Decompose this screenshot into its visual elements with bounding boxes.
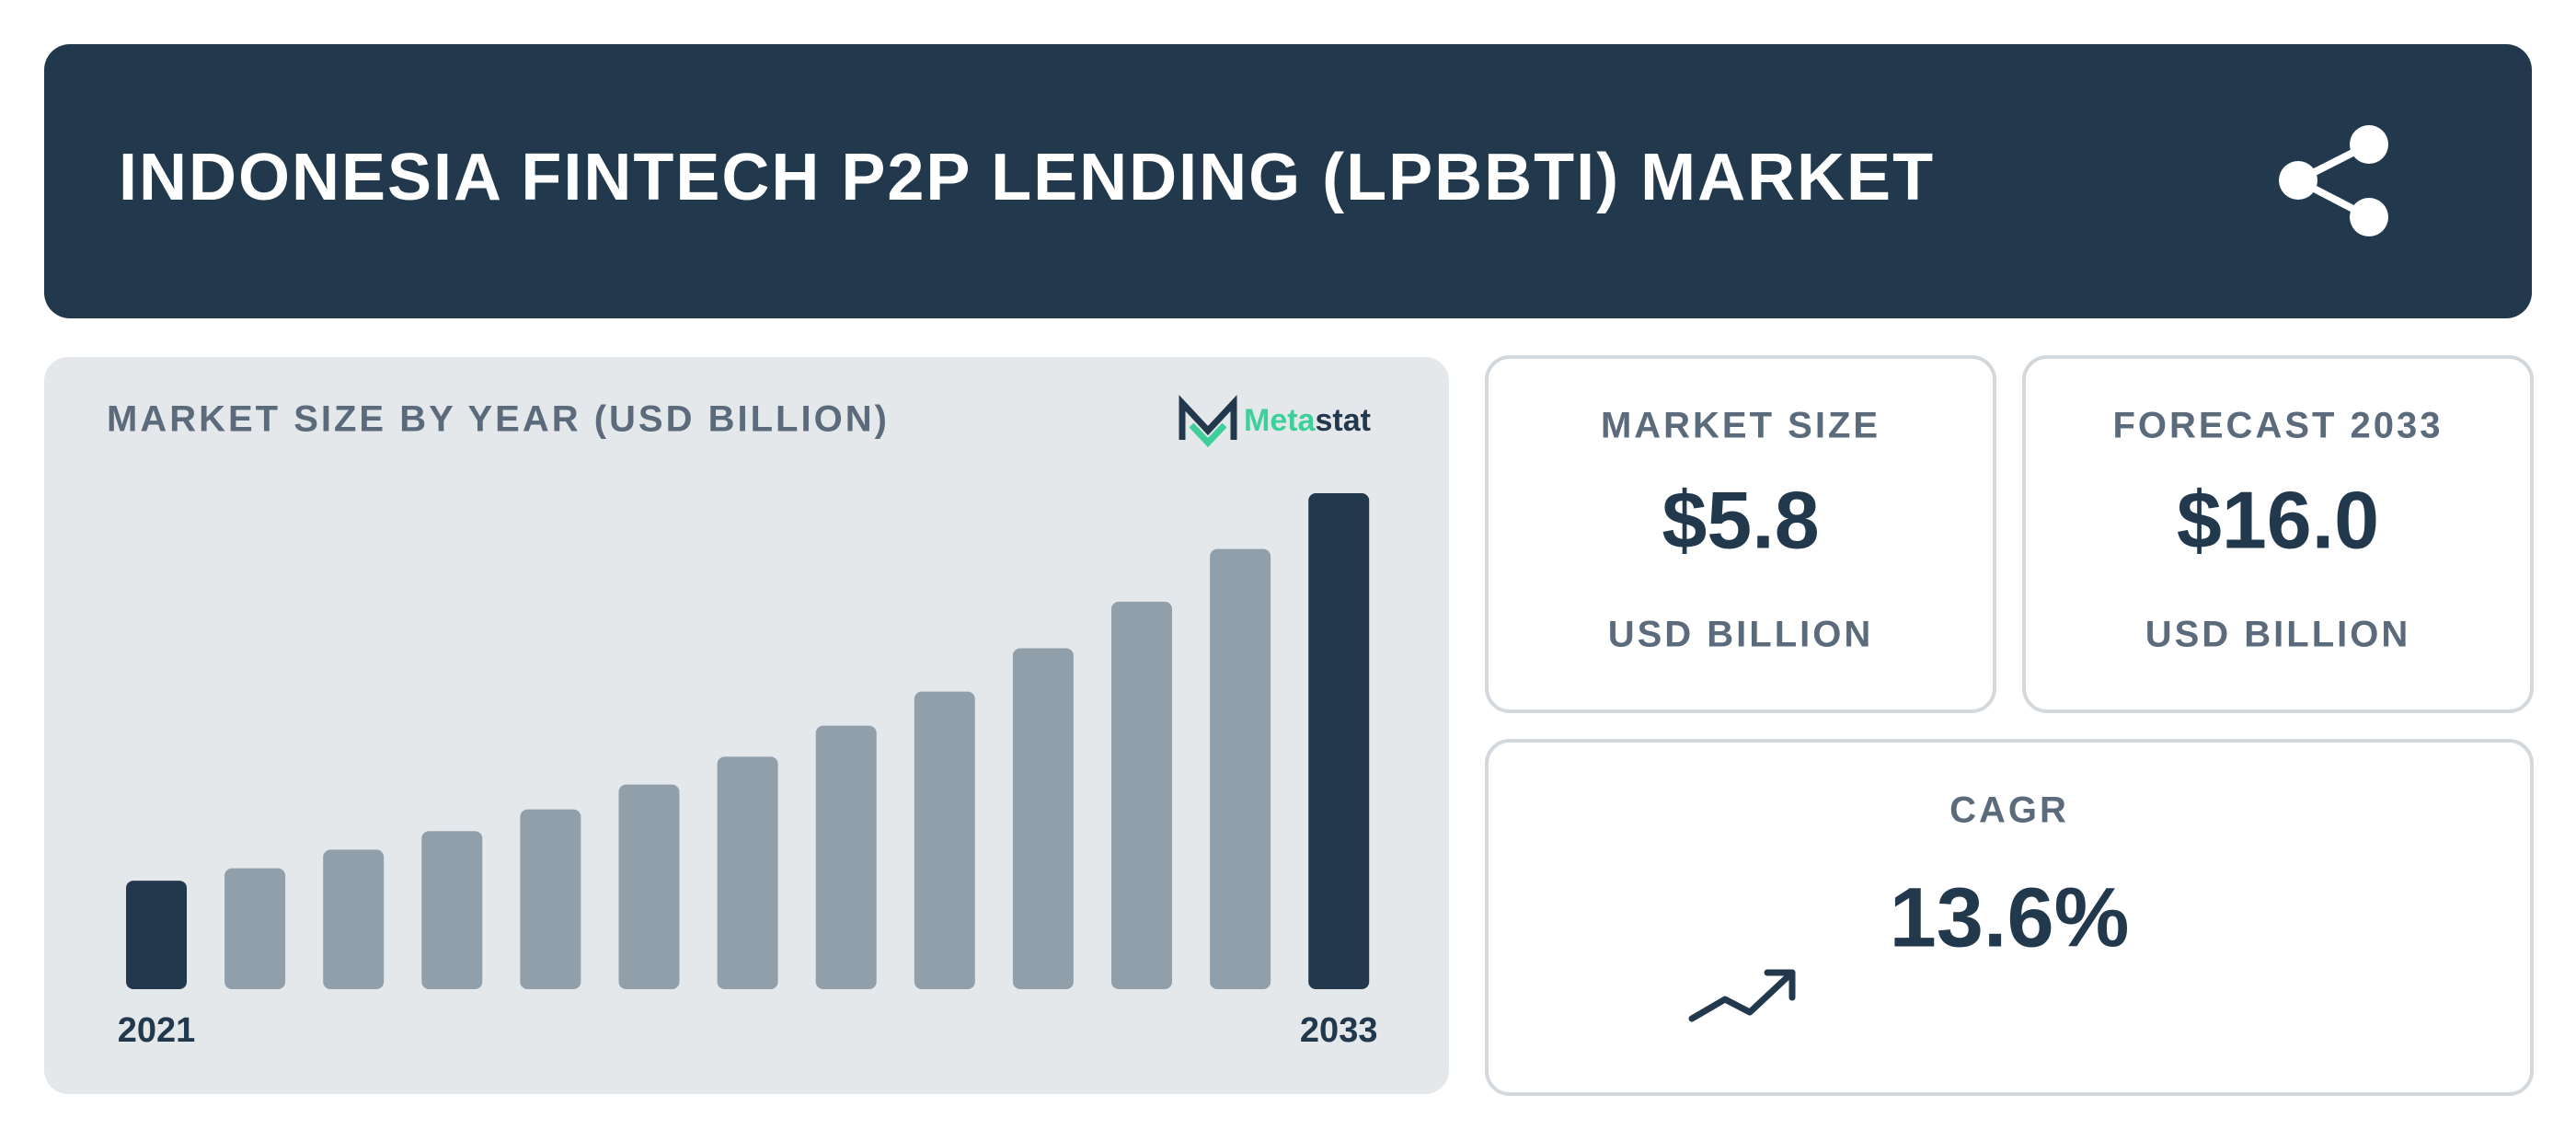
card-label: CAGR [1949, 790, 2069, 831]
card-label: FORECAST 2033 [2112, 406, 2443, 446]
page-title: INDONESIA FINTECH P2P LENDING (LPBBTI) M… [119, 141, 1935, 214]
bar [618, 784, 680, 989]
bar [1308, 493, 1370, 989]
bar [717, 756, 778, 989]
bar [520, 809, 581, 989]
bar [815, 725, 877, 989]
header-bar [44, 44, 2532, 318]
bar [224, 868, 286, 989]
trend-icon [1688, 969, 1796, 1022]
market-size-card [1485, 355, 1996, 713]
bar [421, 831, 483, 989]
bar [126, 881, 187, 989]
bar [1210, 548, 1271, 989]
cagr-card [1485, 739, 2534, 1096]
x-tick-label: 2021 [118, 1011, 196, 1050]
share-icon[interactable] [2279, 125, 2388, 236]
forecast-card [2022, 355, 2534, 713]
card-value: 13.6% [1890, 870, 2130, 964]
bar [914, 691, 975, 989]
bar [1012, 648, 1074, 989]
bar [1111, 601, 1172, 989]
card-value: $5.8 [1662, 474, 1819, 565]
logo-text: Metastat [1244, 403, 1371, 438]
logo: Metastat [1179, 395, 1371, 448]
card-unit: USD BILLION [1608, 615, 1874, 655]
card-label: MARKET SIZE [1601, 406, 1880, 446]
x-tick-label: 2033 [1300, 1011, 1378, 1050]
bar [323, 849, 385, 989]
chart-title: MARKET SIZE BY YEAR (USD BILLION) [107, 399, 890, 440]
card-value: $16.0 [2177, 474, 2379, 565]
card-unit: USD BILLION [2145, 615, 2411, 655]
chart-panel [44, 357, 1449, 1094]
